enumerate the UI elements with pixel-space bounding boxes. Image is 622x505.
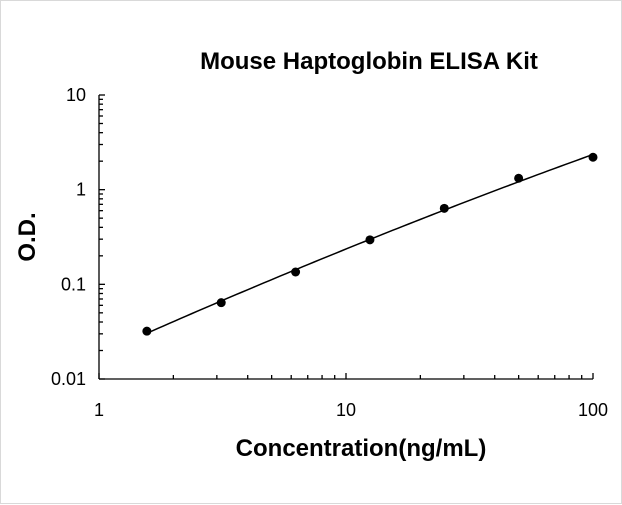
data-point (439, 203, 449, 213)
data-point (514, 173, 524, 183)
y-tick-label: 1 (76, 180, 86, 200)
x-tick-label: 100 (578, 400, 608, 420)
x-tick-label: 1 (94, 400, 104, 420)
y-tick-label: 0.01 (51, 369, 86, 389)
data-point (365, 235, 375, 245)
x-axis-label: Concentration(ng/mL) (236, 435, 487, 462)
data-point (216, 298, 226, 308)
chart-title: Mouse Haptoglobin ELISA Kit (200, 48, 538, 75)
data-point (588, 152, 598, 162)
data-points-layer (142, 152, 598, 336)
y-tick-label: 10 (66, 85, 86, 105)
y-tick-label: 0.1 (61, 274, 86, 294)
data-point (142, 326, 152, 336)
x-tick-label: 10 (336, 400, 356, 420)
data-point (291, 267, 301, 277)
axes: 0.01 0.1 1 10 1 10 100 (51, 85, 608, 420)
y-axis-label: O.D. (14, 212, 41, 261)
